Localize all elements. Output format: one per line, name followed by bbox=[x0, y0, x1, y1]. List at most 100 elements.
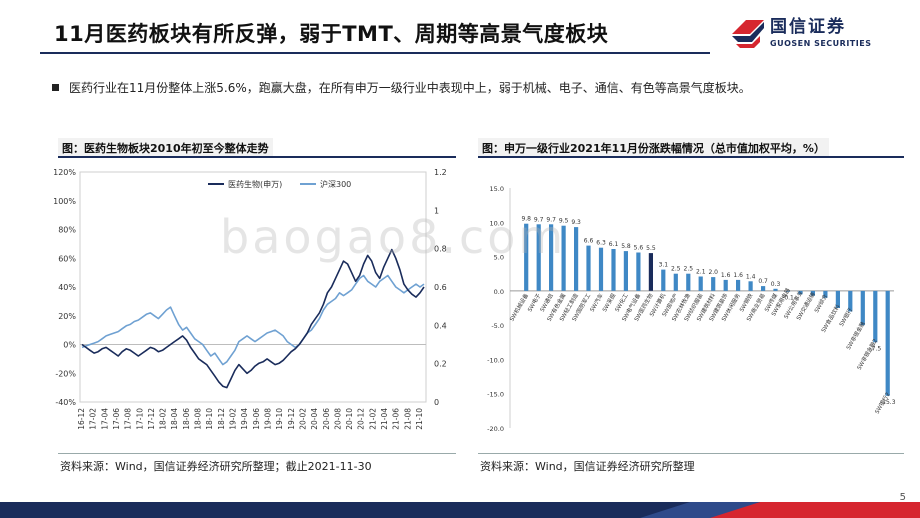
footer-band bbox=[0, 502, 920, 518]
bar bbox=[673, 273, 678, 291]
y-left-tick-label: 0% bbox=[63, 341, 76, 350]
y-right-tick-label: 0.4 bbox=[434, 321, 447, 330]
category-label: SW机械设备 bbox=[508, 291, 531, 322]
bar bbox=[598, 247, 604, 291]
x-tick-label: 16-12 bbox=[77, 408, 86, 430]
x-tick-label: 18-04 bbox=[170, 408, 179, 430]
x-tick-label: 20-10 bbox=[345, 408, 354, 430]
x-tick-label: 18-10 bbox=[205, 408, 214, 430]
bar-value-label: 9.7 bbox=[534, 216, 544, 223]
category-label: SW非银金融 bbox=[844, 320, 867, 351]
right-source-note: 资料来源：Wind，国信证券经济研究所整理 bbox=[480, 460, 695, 473]
x-tick-label: 20-12 bbox=[357, 408, 366, 430]
right-bottom-divider bbox=[478, 453, 904, 454]
bar-value-label: 9.7 bbox=[546, 216, 556, 223]
x-tick-label: 20-08 bbox=[333, 408, 342, 430]
legend-label-1: 医药生物(申万) bbox=[228, 179, 282, 189]
bar bbox=[785, 290, 791, 292]
bar bbox=[848, 290, 853, 312]
x-tick-label: 19-06 bbox=[252, 408, 261, 430]
bar-value-label: 3.1 bbox=[659, 262, 669, 269]
y-right-tick-label: 0.6 bbox=[434, 283, 447, 292]
right-title-divider bbox=[478, 156, 904, 158]
bar-value-label: 2.1 bbox=[696, 268, 706, 275]
y-right-tick-label: 0.8 bbox=[434, 245, 447, 254]
bar bbox=[835, 290, 840, 308]
bar-value-label: 6.6 bbox=[584, 238, 594, 245]
bar-value-label: 0.3 bbox=[771, 281, 781, 288]
bar bbox=[761, 286, 766, 291]
bar bbox=[586, 245, 591, 291]
line-chart: 120% 100% 80% 60% 40% 20% 0% -20% -40% 1.2 1 0.8 0.6… bbox=[53, 168, 447, 430]
y-right-tick-label: 1.2 bbox=[434, 168, 447, 177]
bar bbox=[885, 290, 890, 396]
y-tick-label: -5.0 bbox=[491, 322, 504, 330]
summary-bullet: 医药行业在11月份整体上涨5.6%，跑赢大盘，在所有申万一级行业中表现中上，弱于… bbox=[52, 79, 751, 96]
y-tick-label: 0.0 bbox=[494, 288, 504, 296]
left-chart-title: 图：医药生物板块2010年初至今整体走势 bbox=[58, 138, 273, 156]
y-tick-label: -20.0 bbox=[487, 425, 504, 433]
bullet-square-icon bbox=[52, 84, 59, 91]
x-tick-label: 20-02 bbox=[298, 408, 307, 430]
y-right-tick-label: 1 bbox=[434, 206, 439, 215]
bar bbox=[723, 279, 728, 291]
bar-value-label: 5.6 bbox=[634, 244, 644, 251]
y-left-tick-label: 100% bbox=[53, 197, 76, 206]
bar bbox=[611, 249, 616, 291]
bar bbox=[810, 290, 815, 296]
bar bbox=[748, 281, 753, 291]
bar-value-label: 1.6 bbox=[721, 272, 731, 279]
bar-value-label: 6.3 bbox=[596, 240, 606, 247]
y-tick-label: 15.0 bbox=[490, 185, 504, 193]
y-left-tick-label: -40% bbox=[55, 398, 76, 407]
y-right-tick-label: 0 bbox=[434, 398, 439, 407]
bar bbox=[636, 252, 641, 291]
x-tick-label: 21-08 bbox=[403, 408, 412, 430]
bar-chart: 15.0 10.0 5.0 0.0 -5.0 -10.0 -15.0 -20.0 9.8 SW机械… bbox=[487, 185, 896, 433]
x-tick-label: 17-08 bbox=[124, 408, 133, 430]
bar bbox=[798, 290, 803, 295]
x-tick-label: 19-02 bbox=[229, 408, 238, 430]
bar bbox=[661, 269, 666, 291]
bar-value-label: 2.5 bbox=[671, 266, 681, 273]
y-tick-label: -10.0 bbox=[487, 356, 504, 364]
bar bbox=[623, 251, 628, 291]
bar-value-label: 5.8 bbox=[621, 243, 631, 250]
logo-name-en: GUOSEN SECURITIES bbox=[770, 39, 872, 48]
y-tick-label: 10.0 bbox=[490, 219, 504, 227]
y-tick-label: -15.0 bbox=[487, 391, 504, 399]
x-tick-label: 21-10 bbox=[415, 408, 424, 430]
bar-value-label: -7.5 bbox=[869, 345, 881, 352]
y-left-tick-label: 60% bbox=[58, 254, 76, 263]
bar bbox=[574, 227, 579, 291]
bar-value-label: 9.5 bbox=[559, 218, 569, 225]
bar-value-label: 1.4 bbox=[746, 273, 756, 280]
x-tick-label: 17-06 bbox=[112, 408, 121, 430]
bar-value-label: 6.1 bbox=[609, 241, 619, 248]
series-line-1 bbox=[81, 248, 425, 389]
y-tick-label: 5.0 bbox=[494, 254, 504, 262]
x-tick-label: 18-02 bbox=[159, 408, 168, 430]
y-left-tick-label: 120% bbox=[53, 168, 76, 177]
bar bbox=[549, 224, 554, 291]
x-tick-label: 18-06 bbox=[182, 408, 191, 430]
bar bbox=[536, 224, 541, 291]
x-tick-label: 17-10 bbox=[135, 408, 144, 430]
plot-frame bbox=[79, 171, 427, 403]
x-tick-label: 21-04 bbox=[380, 408, 389, 430]
bar bbox=[698, 276, 703, 291]
series-line-2 bbox=[81, 274, 425, 366]
page-title: 11月医药板块有所反弹，弱于TMT、周期等高景气度板块 bbox=[54, 22, 609, 46]
bar-value-label: 5.5 bbox=[646, 245, 656, 252]
logo-emblem-icon bbox=[732, 20, 764, 48]
bar-value-label: -15.3 bbox=[880, 399, 896, 406]
y-left-tick-label: 80% bbox=[58, 226, 76, 235]
title-divider bbox=[40, 52, 710, 54]
y-left-tick-label: 20% bbox=[58, 312, 76, 321]
bar bbox=[773, 288, 778, 291]
bar-value-label: 2.0 bbox=[708, 269, 718, 276]
bar bbox=[823, 290, 828, 298]
x-tick-label: 19-04 bbox=[240, 408, 249, 430]
x-tick-label: 18-08 bbox=[194, 408, 203, 430]
left-bottom-divider bbox=[58, 453, 456, 454]
